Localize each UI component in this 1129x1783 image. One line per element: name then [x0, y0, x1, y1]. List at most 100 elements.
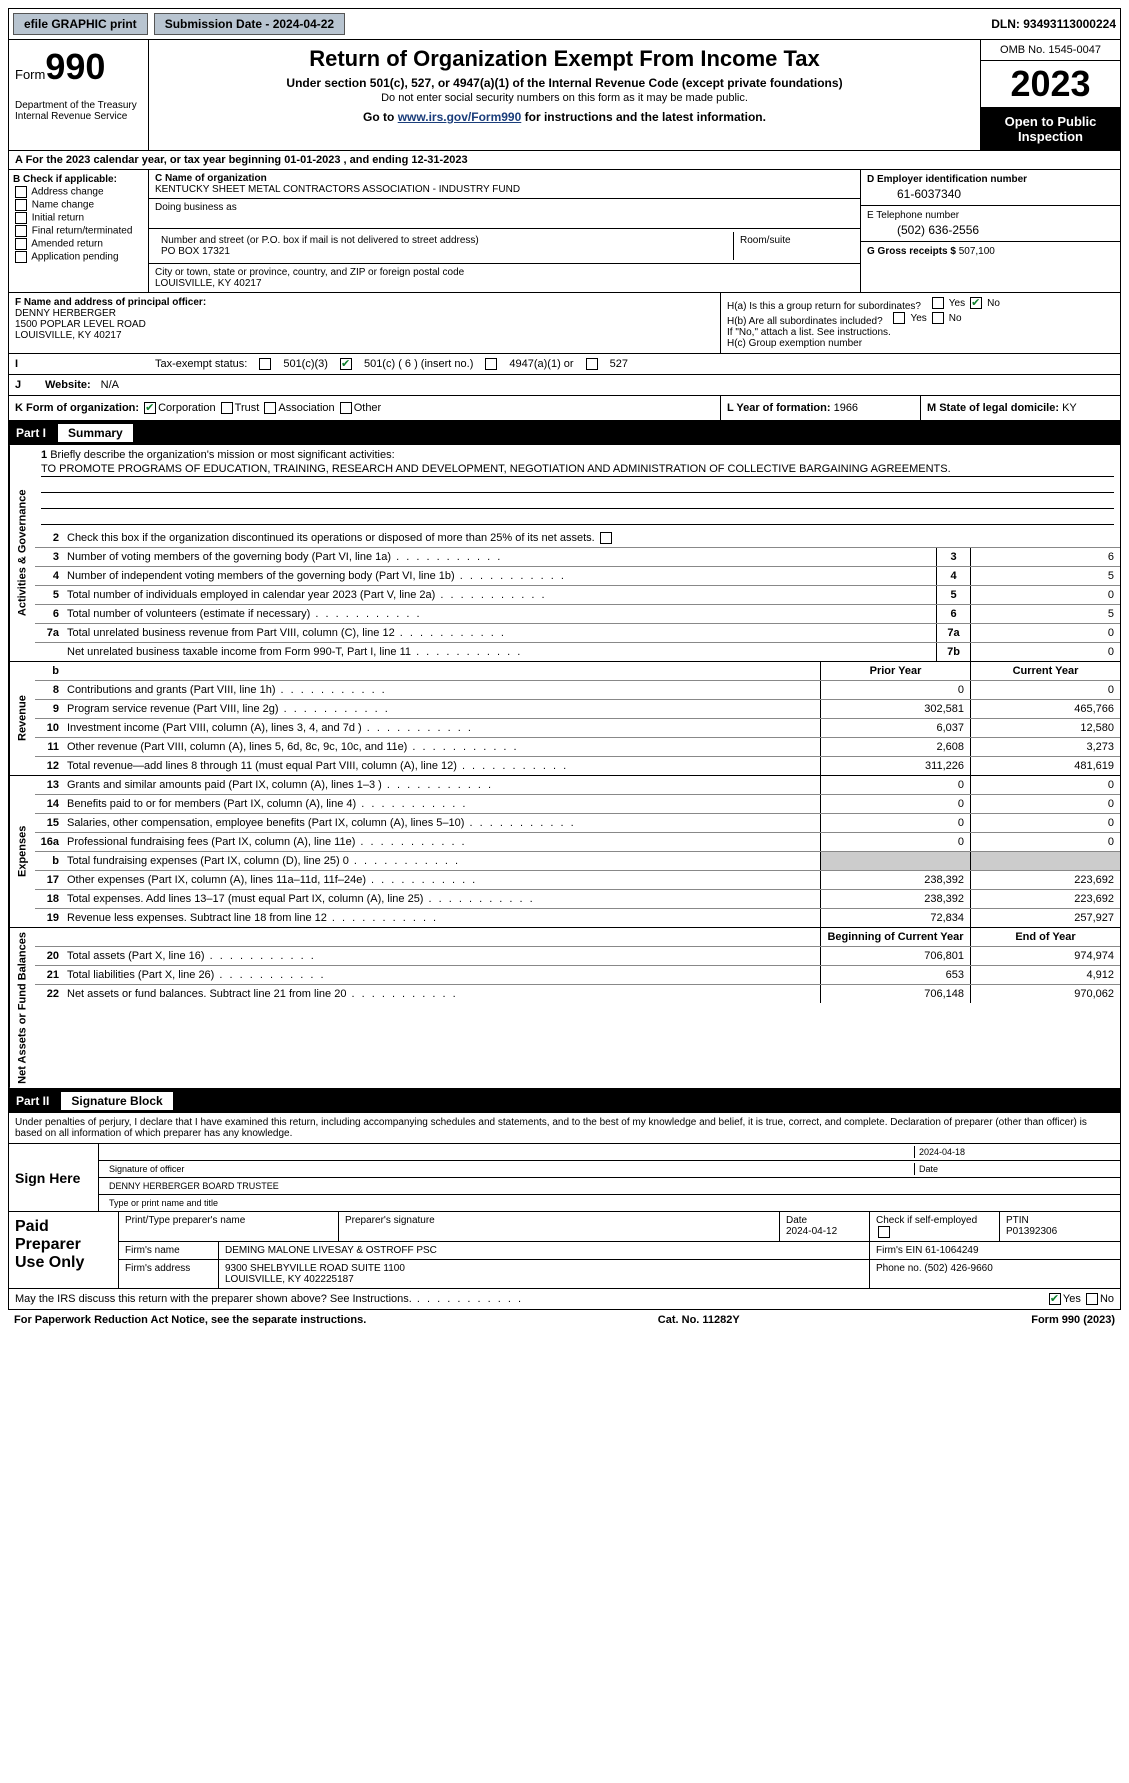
officer-addr2: LOUISVILLE, KY 40217 [15, 330, 714, 341]
ha-no[interactable] [970, 297, 982, 309]
ha-yes[interactable] [932, 297, 944, 309]
form-subtitle: Under section 501(c), 527, or 4947(a)(1)… [155, 76, 974, 90]
chk-association[interactable] [264, 402, 276, 414]
form-of-org: K Form of organization: Corporation Trus… [9, 396, 720, 420]
summary-line-12: 12Total revenue—add lines 8 through 11 (… [35, 757, 1120, 775]
firm-addr-label: Firm's address [119, 1260, 219, 1288]
hb-no[interactable] [932, 312, 944, 324]
efile-print-button[interactable]: efile GRAPHIC print [13, 13, 148, 35]
summary-line-7b: Net unrelated business taxable income fr… [35, 643, 1120, 661]
chk-address-change[interactable]: Address change [13, 186, 144, 198]
chk-other[interactable] [340, 402, 352, 414]
form-ref: Form 990 (2023) [1031, 1314, 1115, 1326]
form-word: Form [15, 67, 45, 82]
sign-here-row: Sign Here 2024-04-18 Signature of office… [9, 1144, 1120, 1211]
chk-initial-return[interactable]: Initial return [13, 212, 144, 224]
omb-number: OMB No. 1545-0047 [981, 40, 1120, 61]
link-post: for instructions and the latest informat… [521, 110, 766, 124]
chk-527[interactable] [586, 358, 598, 370]
end-year-hdr: End of Year [970, 928, 1120, 946]
irs-discuss-row: May the IRS discuss this return with the… [8, 1289, 1121, 1310]
sig-date-label: Date [914, 1163, 1114, 1175]
chk-corporation[interactable] [144, 402, 156, 414]
chk-501c3[interactable] [259, 358, 271, 370]
chk-self-employed[interactable] [878, 1226, 890, 1238]
chk-name-change[interactable]: Name change [13, 199, 144, 211]
dba-label: Doing business as [155, 202, 854, 213]
chk-trust[interactable] [221, 402, 233, 414]
page-footer: For Paperwork Reduction Act Notice, see … [8, 1310, 1121, 1330]
summary-line-7a: 7aTotal unrelated business revenue from … [35, 624, 1120, 643]
sign-here-label: Sign Here [9, 1144, 99, 1211]
year-formation: L Year of formation: 1966 [720, 396, 920, 420]
paid-preparer-label: Paid Preparer Use Only [9, 1212, 119, 1288]
chk-501c[interactable] [340, 358, 352, 370]
row-fh: F Name and address of principal officer:… [8, 293, 1121, 354]
form-number: 990 [45, 46, 105, 87]
hb-row: H(b) Are all subordinates included? Yes … [727, 312, 1114, 327]
chk-4947[interactable] [485, 358, 497, 370]
form-990-page: efile GRAPHIC print Submission Date - 20… [0, 0, 1129, 1338]
preparer-name-label: Print/Type preparer's name [119, 1212, 339, 1241]
summary-line-21: 21Total liabilities (Part X, line 26)653… [35, 966, 1120, 985]
sig-officer-label: Signature of officer [105, 1163, 914, 1175]
part1-title: Summary [58, 424, 133, 442]
part1-header: Part I Summary [8, 421, 1121, 445]
k-label: K Form of organization: [15, 402, 139, 414]
tax-status-label: Tax-exempt status: [155, 358, 247, 370]
chk-application-pending[interactable]: Application pending [13, 251, 144, 263]
cat-no: Cat. No. 11282Y [366, 1314, 1031, 1326]
hb-yes[interactable] [893, 312, 905, 324]
dba-row: Doing business as [149, 199, 860, 229]
mission-label: Briefly describe the organization's miss… [50, 449, 394, 461]
perjury-declaration: Under penalties of perjury, I declare th… [9, 1113, 1120, 1144]
summary-line-6: 6Total number of volunteers (estimate if… [35, 605, 1120, 624]
submission-date-button[interactable]: Submission Date - 2024-04-22 [154, 13, 345, 35]
part1-num: Part I [16, 426, 58, 440]
row-i-tax-status: I Tax-exempt status: 501(c)(3) 501(c) ( … [8, 354, 1121, 375]
org-name-label: C Name of organization [155, 173, 854, 184]
chk-final-return[interactable]: Final return/terminated [13, 225, 144, 237]
chk-discontinued[interactable] [600, 532, 612, 544]
street-row: Number and street (or P.O. box if mail i… [149, 229, 860, 264]
gross-label: G Gross receipts $ [867, 246, 956, 257]
row-klm: K Form of organization: Corporation Trus… [8, 396, 1121, 421]
irs-link[interactable]: www.irs.gov/Form990 [398, 110, 522, 124]
l-value: 1966 [834, 402, 858, 414]
hb-label: H(b) Are all subordinates included? [727, 316, 883, 327]
state-domicile: M State of legal domicile: KY [920, 396, 1120, 420]
self-emp-chk-label: Check if self-employed [876, 1215, 977, 1226]
link-pre: Go to [363, 110, 398, 124]
website-label: Website: [45, 379, 91, 391]
summary-line-18: 18Total expenses. Add lines 13–17 (must … [35, 890, 1120, 909]
city-row: City or town, state or province, country… [149, 264, 860, 292]
form-header: Form990 Department of the Treasury Inter… [8, 40, 1121, 151]
firm-phone-label: Phone no. [876, 1263, 922, 1274]
officer-label: F Name and address of principal officer: [15, 297, 714, 308]
m-value: KY [1062, 402, 1077, 414]
ein-value: 61-6037340 [867, 187, 1114, 201]
firm-phone-value: (502) 426-9660 [924, 1263, 992, 1274]
m-label: M State of legal domicile: [927, 402, 1059, 414]
ptin-value: P01392306 [1006, 1226, 1057, 1237]
part2-header: Part II Signature Block [8, 1089, 1121, 1113]
pdate-value: 2024-04-12 [786, 1226, 837, 1237]
chk-amended-return[interactable]: Amended return [13, 238, 144, 250]
officer-name: DENNY HERBERGER [15, 308, 714, 319]
room-suite: Room/suite [734, 232, 854, 260]
phone-label: E Telephone number [867, 210, 1114, 221]
org-name-row: C Name of organization KENTUCKY SHEET ME… [149, 170, 860, 199]
discuss-no[interactable] [1086, 1293, 1098, 1305]
top-bar: efile GRAPHIC print Submission Date - 20… [8, 8, 1121, 40]
tax-year: 2023 [981, 61, 1120, 108]
vtab-activities: Activities & Governance [9, 445, 35, 661]
summary-line-17: 17Other expenses (Part IX, column (A), l… [35, 871, 1120, 890]
column-c-org-info: C Name of organization KENTUCKY SHEET ME… [149, 170, 860, 292]
instructions-link-row: Go to www.irs.gov/Form990 for instructio… [155, 110, 974, 124]
l-label: L Year of formation: [727, 402, 831, 414]
dept-label: Department of the Treasury Internal Reve… [15, 100, 142, 122]
paperwork-notice: For Paperwork Reduction Act Notice, see … [14, 1314, 366, 1326]
header-right: OMB No. 1545-0047 2023 Open to Public In… [980, 40, 1120, 150]
discuss-yes[interactable] [1049, 1293, 1061, 1305]
expenses-section: Expenses 13Grants and similar amounts pa… [9, 776, 1120, 928]
